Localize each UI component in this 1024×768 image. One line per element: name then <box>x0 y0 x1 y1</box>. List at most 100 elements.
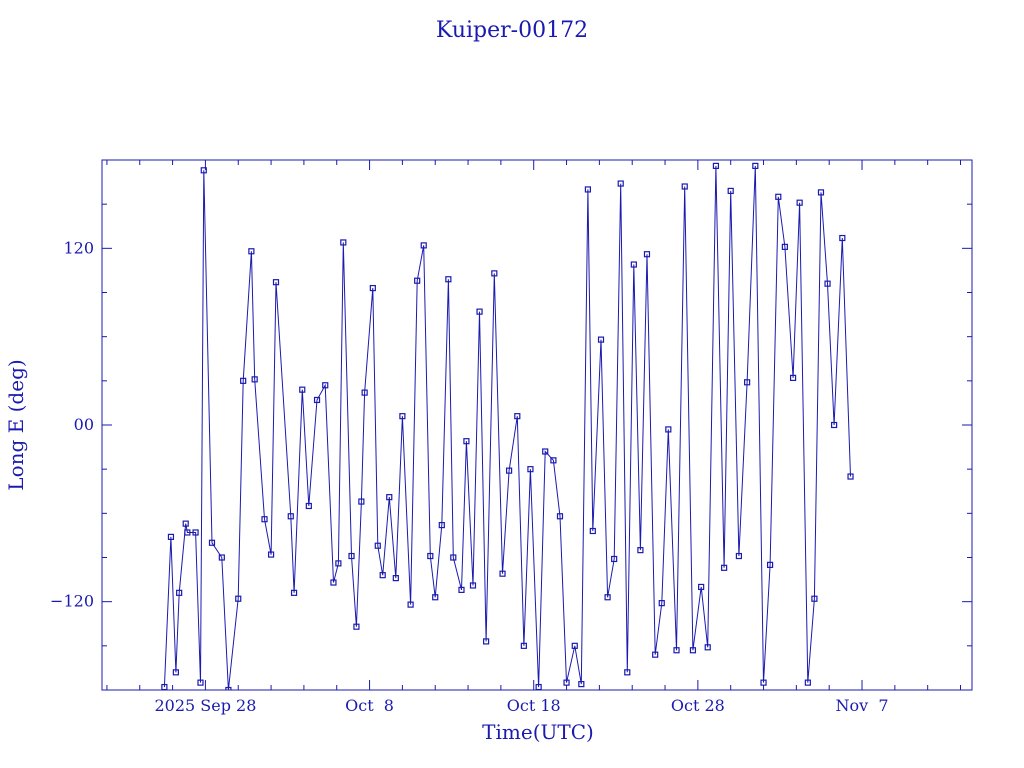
data-point <box>348 552 355 560</box>
data-point <box>161 683 168 690</box>
data-point <box>374 542 381 549</box>
plot-area: 2025 Sep 28 Oct 8 Oct 18 Oct 28 Nov 7 −120 00 1… <box>50 159 973 715</box>
data-point <box>550 457 557 464</box>
data-point <box>527 466 534 473</box>
data-point <box>499 570 506 577</box>
data-point <box>611 555 618 563</box>
x-tick-label: Oct 28 <box>671 696 725 715</box>
data-point <box>313 396 321 404</box>
data-point <box>299 386 306 393</box>
data-point <box>643 251 651 258</box>
data-point <box>287 513 294 520</box>
x-tick-label: 2025 Sep 28 <box>154 696 256 715</box>
data-point <box>721 564 728 571</box>
data-point <box>617 180 624 187</box>
data-point <box>420 242 427 249</box>
data-point <box>630 261 637 268</box>
data-point <box>824 280 831 287</box>
data-point <box>744 379 751 386</box>
y-axis-label: Long E (deg) <box>4 359 28 490</box>
data-point <box>235 595 242 602</box>
data-point <box>167 533 175 540</box>
data-point <box>571 642 578 649</box>
series-line <box>163 165 851 690</box>
data-point <box>584 186 591 193</box>
data-point <box>407 601 414 608</box>
data-point <box>658 600 665 607</box>
data-point <box>760 679 767 686</box>
data-point <box>483 638 490 645</box>
data-point <box>514 413 521 420</box>
data-point <box>248 248 255 255</box>
data-point <box>225 686 232 690</box>
data-point <box>358 498 365 505</box>
data-point <box>520 642 527 649</box>
y-tick-label: 00 <box>74 415 94 434</box>
data-point <box>831 421 838 429</box>
data-point <box>597 336 605 343</box>
data-point <box>735 552 743 560</box>
data-point <box>414 277 421 284</box>
data-point <box>335 560 342 567</box>
data-point <box>789 374 797 381</box>
plot-frame <box>101 159 973 691</box>
data-point <box>589 527 596 535</box>
data-point <box>847 473 854 480</box>
data-point <box>704 644 711 651</box>
data-point <box>379 572 386 579</box>
data-point <box>556 513 564 520</box>
data-point <box>563 679 570 686</box>
series-group <box>161 162 854 690</box>
data-point <box>458 586 465 593</box>
y-tick-label: 120 <box>63 238 94 257</box>
data-point <box>476 308 483 315</box>
x-tick-label: Nov 7 <box>836 696 889 715</box>
data-point <box>804 679 811 686</box>
data-point <box>240 377 247 384</box>
data-point <box>637 547 644 554</box>
data-point <box>305 502 312 510</box>
data-point <box>218 554 225 561</box>
data-point <box>369 284 376 292</box>
data-point <box>796 199 803 206</box>
y-tick-label: −120 <box>50 592 94 611</box>
data-point <box>652 651 659 658</box>
data-point <box>353 623 360 630</box>
data-point <box>578 681 585 688</box>
data-point <box>712 162 720 169</box>
data-point <box>340 239 347 246</box>
data-point <box>817 189 825 196</box>
data-point <box>535 683 542 690</box>
chart-title: Kuiper-00172 <box>436 18 588 43</box>
data-point <box>445 276 452 283</box>
data-point <box>432 594 439 601</box>
data-point <box>681 183 688 190</box>
x-tick-label: Oct 8 <box>345 696 394 715</box>
data-point <box>604 594 611 601</box>
data-point <box>438 522 445 529</box>
data-point <box>689 647 697 654</box>
data-point <box>463 438 470 445</box>
data-point <box>624 669 631 676</box>
data-point <box>267 551 275 558</box>
data-point <box>775 193 782 200</box>
data-point <box>752 162 759 169</box>
data-point <box>665 426 672 433</box>
data-point <box>673 647 680 654</box>
data-point <box>727 187 734 195</box>
data-point <box>386 494 393 501</box>
data-point <box>781 243 788 250</box>
data-point <box>392 575 399 582</box>
data-point <box>182 520 189 527</box>
data-point <box>184 529 191 536</box>
data-point <box>330 579 337 586</box>
data-point <box>491 270 498 277</box>
data-point <box>361 389 368 396</box>
data-point <box>172 669 179 676</box>
data-point <box>192 529 199 536</box>
x-tick-label: Oct 18 <box>507 696 561 715</box>
data-point <box>450 554 457 561</box>
data-point <box>839 234 846 242</box>
data-point <box>176 589 183 596</box>
